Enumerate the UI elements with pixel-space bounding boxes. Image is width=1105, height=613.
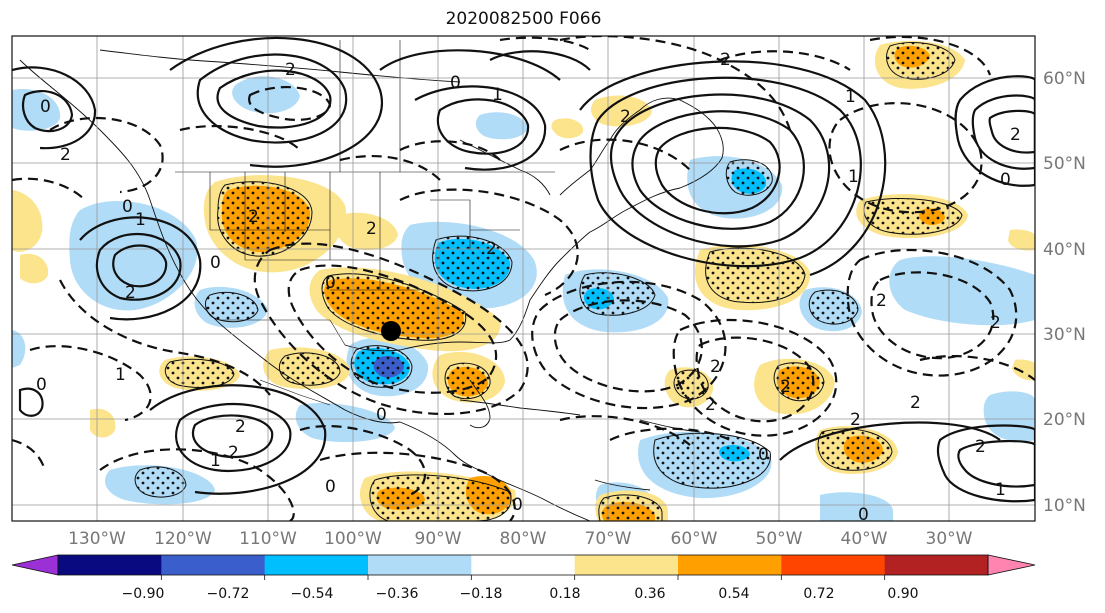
colorbar-segment [678, 555, 782, 575]
contour-label: 2 [710, 357, 721, 377]
contour-label: 0 [325, 477, 336, 497]
contour-label: 2 [705, 395, 716, 415]
lon-label: 60°W [671, 529, 718, 549]
lat-label: 50°N [1043, 154, 1086, 174]
contour-label: 0 [858, 505, 869, 525]
contour-label: 1 [845, 87, 856, 107]
contour-label: 0 [210, 253, 221, 273]
colorbar-tick-label: −0.72 [207, 586, 250, 602]
contours-dashed [12, 36, 1035, 521]
colorbar-segment [884, 555, 989, 575]
colorbar-segment [574, 555, 679, 575]
map-title: 2020082500 F066 [445, 9, 602, 29]
contour-label: 2 [620, 107, 631, 127]
colorbar-tick-label: −0.90 [122, 586, 165, 602]
colorbar-tick-label: 0.90 [887, 586, 918, 602]
contour-label: 2 [975, 437, 986, 457]
lon-label: 120°W [154, 529, 212, 549]
contour-labels: 0 2 0 2 0 1 2 0 1 2 1 2 2 1 2 0 0 2 2 1 … [36, 50, 1021, 525]
contour-label: 2 [125, 283, 136, 303]
colorbar-extend-high [987, 554, 1036, 576]
contour-label: 0 [512, 495, 523, 515]
contour-label: 0 [1000, 170, 1011, 190]
borders [175, 40, 555, 406]
contour-label: 2 [228, 443, 239, 463]
lat-label: 10°N [1043, 496, 1086, 516]
lat-label: 20°N [1043, 410, 1086, 430]
colorbar-segment [264, 555, 369, 575]
contour-label: 1 [210, 451, 221, 471]
contour-label: 2 [366, 219, 377, 239]
colorbar-segment [368, 555, 472, 575]
contour-label: 2 [780, 377, 791, 397]
lon-label: 80°W [500, 529, 547, 549]
center-point-marker [381, 321, 401, 341]
colorbar-tick-label: −0.18 [460, 586, 503, 602]
lon-label: 130°W [68, 529, 126, 549]
contour-label: 0 [758, 445, 769, 465]
colorbar-segment [781, 555, 886, 575]
colorbar [11, 554, 1036, 580]
contour-label: 2 [285, 60, 296, 80]
map-frame [11, 35, 1036, 522]
plot-area: 0 2 0 2 0 1 2 0 1 2 1 2 2 1 2 0 0 2 2 1 … [12, 36, 1035, 525]
contour-label: 1 [848, 167, 859, 187]
lon-label: 90°W [415, 529, 462, 549]
contour-label: 0 [450, 73, 461, 93]
contour-label: 0 [376, 405, 387, 425]
contour-label: 2 [910, 393, 921, 413]
lat-label: 40°N [1043, 240, 1086, 260]
lon-label: 30°W [926, 529, 973, 549]
lat-label: 30°N [1043, 325, 1086, 345]
lon-label: 100°W [324, 529, 382, 549]
contour-label: 2 [850, 410, 861, 430]
lon-label: 40°W [841, 529, 888, 549]
latitude-labels: 60°N 50°N 40°N 30°N 20°N 10°N [1043, 69, 1086, 516]
contour-label: 1 [115, 365, 126, 385]
lon-label: 70°W [585, 529, 632, 549]
colorbar-tick-label: 0.18 [549, 586, 580, 602]
colorbar-tick-label: −0.36 [376, 586, 419, 602]
colorbar-tick-label: 0.72 [803, 586, 834, 602]
contour-label: 1 [492, 85, 503, 105]
colorbar-segment [471, 555, 576, 575]
lon-label: 110°W [239, 529, 297, 549]
colorbar-tick-label: 0.36 [634, 586, 665, 602]
contour-label: 0 [36, 375, 47, 395]
lon-label: 50°W [756, 529, 803, 549]
contour-label: 2 [235, 417, 246, 437]
lat-label: 60°N [1043, 69, 1086, 89]
contour-label: 1 [995, 480, 1006, 500]
contour-label: 2 [486, 239, 497, 259]
contour-label: 0 [325, 273, 336, 293]
colorbar-tick-label: 0.54 [718, 586, 749, 602]
longitude-labels: 130°W 120°W 110°W 100°W 90°W 80°W 70°W 6… [68, 529, 973, 549]
contour-label: 2 [990, 313, 1001, 333]
graticule [12, 36, 1035, 521]
contour-label: 2 [720, 50, 731, 70]
contour-label: 2 [1010, 125, 1021, 145]
contour-label: 2 [248, 207, 259, 227]
colorbar-tick-labels: −0.90 −0.72 −0.54 −0.36 −0.18 0.18 0.36 … [122, 586, 919, 602]
contour-label: 1 [135, 210, 146, 230]
colorbar-segment [161, 555, 266, 575]
colorbar-tick-label: −0.54 [291, 586, 334, 602]
colorbar-frame [57, 554, 989, 576]
contour-label: 0 [122, 197, 133, 217]
contour-label: 2 [876, 291, 887, 311]
contours-solid [12, 36, 1035, 503]
colorbar-extend-low [11, 554, 59, 576]
colorbar-segment [58, 555, 162, 575]
contour-label: 0 [40, 97, 51, 117]
contour-label: 2 [60, 145, 71, 165]
